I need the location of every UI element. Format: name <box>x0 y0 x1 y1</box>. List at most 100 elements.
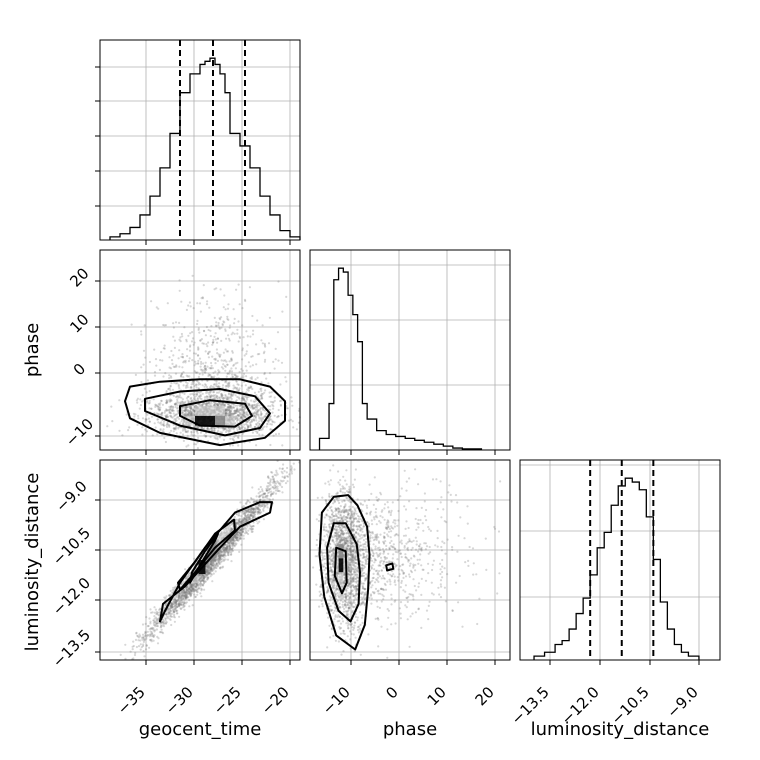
sample-point <box>243 416 246 419</box>
sample-point <box>249 385 252 388</box>
sample-point <box>198 357 202 360</box>
sample-point <box>246 420 249 423</box>
sample-point <box>185 445 188 448</box>
sample-point <box>290 396 293 399</box>
sample-point <box>201 342 204 345</box>
sample-point <box>287 475 290 478</box>
sample-point <box>179 431 182 434</box>
sample-point <box>134 651 137 655</box>
sample-point <box>170 416 173 419</box>
sample-point <box>180 400 184 403</box>
sample-point <box>272 434 275 437</box>
geocent-time-vs-phase-density-cell-3 <box>195 406 205 416</box>
sample-point <box>233 317 236 320</box>
sample-point <box>236 414 240 417</box>
sample-point <box>262 416 265 419</box>
sample-point <box>232 384 235 387</box>
sample-point <box>220 552 223 556</box>
sample-point <box>238 387 241 390</box>
sample-point <box>185 591 188 594</box>
sample-point <box>272 407 275 410</box>
sample-point <box>181 606 184 609</box>
sample-point <box>246 414 249 417</box>
sample-point <box>170 405 173 408</box>
sample-point <box>207 356 210 359</box>
sample-point <box>239 409 242 412</box>
sample-point <box>260 493 263 497</box>
sample-point <box>258 511 261 514</box>
sample-point <box>204 402 207 405</box>
sample-point <box>260 419 263 422</box>
corner-plot-panels <box>95 39 721 665</box>
sample-point <box>290 400 293 403</box>
sample-point <box>200 426 203 429</box>
sample-point <box>228 410 232 413</box>
sample-point <box>139 648 142 651</box>
sample-point <box>221 323 224 326</box>
sample-point <box>198 395 201 398</box>
sample-point <box>208 572 211 575</box>
sample-point <box>142 636 145 640</box>
sample-point <box>173 415 176 418</box>
sample-point <box>242 414 245 418</box>
sample-point <box>191 408 195 411</box>
sample-point <box>227 412 230 415</box>
sample-point <box>222 551 225 555</box>
sample-point <box>211 367 214 370</box>
sample-point <box>181 423 184 426</box>
sample-point <box>199 365 202 368</box>
sample-point <box>191 359 194 362</box>
sample-point <box>259 490 262 493</box>
sample-point <box>164 372 167 375</box>
sample-point <box>241 394 245 397</box>
sample-point <box>237 413 240 416</box>
sample-point <box>157 402 160 406</box>
sample-point <box>280 414 283 417</box>
sample-point <box>135 631 138 634</box>
sample-point <box>272 491 275 494</box>
sample-point <box>270 490 273 493</box>
sample-point <box>276 487 279 490</box>
hist-phase-frame <box>309 249 511 451</box>
sample-point <box>235 408 238 411</box>
sample-point <box>291 404 294 407</box>
sample-point <box>359 623 362 627</box>
sample-point <box>148 401 151 404</box>
sample-point <box>263 371 266 375</box>
sample-point <box>209 396 212 399</box>
sample-point <box>263 372 266 376</box>
sample-point <box>191 399 194 402</box>
sample-point <box>295 428 298 431</box>
sample-point <box>170 349 173 353</box>
sample-point <box>272 401 275 404</box>
sample-point <box>216 373 219 376</box>
sample-point <box>184 428 187 431</box>
sample-point <box>231 373 234 376</box>
sample-point <box>217 353 220 356</box>
sample-point <box>225 543 228 546</box>
sample-point <box>179 402 182 405</box>
sample-point <box>196 390 199 394</box>
sample-point <box>233 412 236 415</box>
sample-point <box>193 593 196 596</box>
sample-point <box>206 395 210 398</box>
sample-point <box>182 604 185 607</box>
sample-point <box>243 521 246 524</box>
sample-point <box>240 533 243 536</box>
sample-point <box>250 513 253 516</box>
sample-point <box>238 419 241 422</box>
sample-point <box>297 421 300 424</box>
sample-point <box>357 517 360 521</box>
sample-point <box>181 591 185 595</box>
sample-point <box>133 653 137 657</box>
sample-point <box>190 411 193 414</box>
sample-point <box>228 427 231 430</box>
sample-point <box>146 400 149 403</box>
sample-point <box>188 405 191 409</box>
sample-point <box>204 435 207 438</box>
sample-point <box>431 478 435 481</box>
sample-point <box>160 351 163 354</box>
sample-point <box>255 419 258 422</box>
sample-point <box>270 391 273 394</box>
sample-point <box>143 655 146 658</box>
